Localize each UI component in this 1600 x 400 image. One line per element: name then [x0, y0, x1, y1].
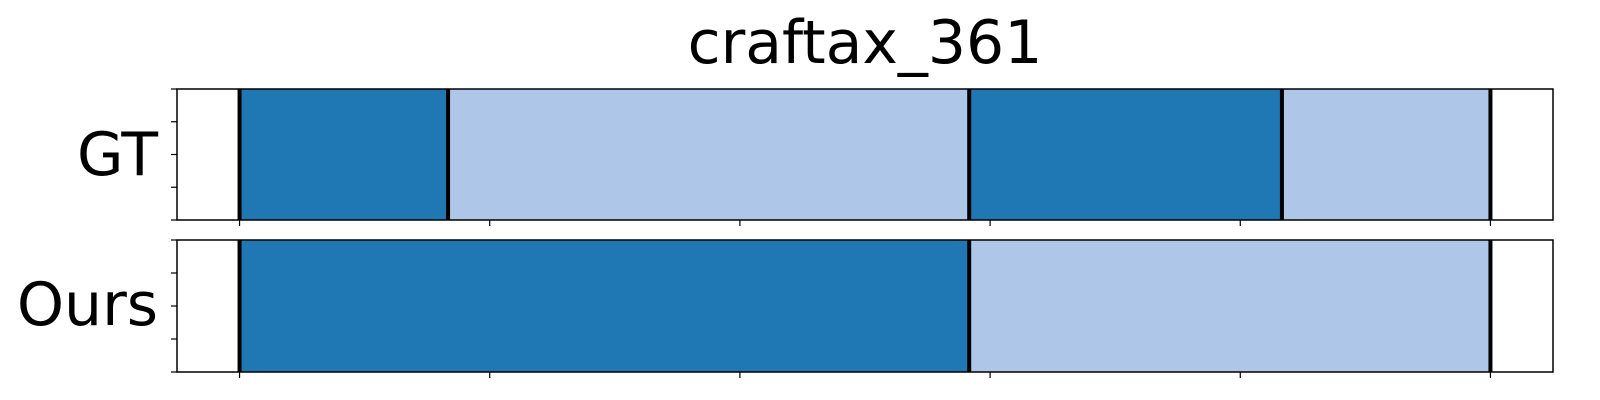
segment-bar: [239, 89, 449, 220]
panel-ours: Ours: [17, 239, 1554, 378]
segment-bar: [1281, 89, 1491, 220]
chart-title: craftax_361: [688, 8, 1043, 78]
segment-bar: [969, 89, 1282, 220]
segment-bar: [969, 240, 1491, 372]
panel-gt: GT: [77, 88, 1554, 226]
segment-bar: [239, 240, 970, 372]
panels: GT Ours: [17, 88, 1554, 378]
row-label-ours: Ours: [17, 270, 158, 340]
segment-bar: [448, 89, 970, 220]
row-label-gt: GT: [77, 120, 158, 190]
